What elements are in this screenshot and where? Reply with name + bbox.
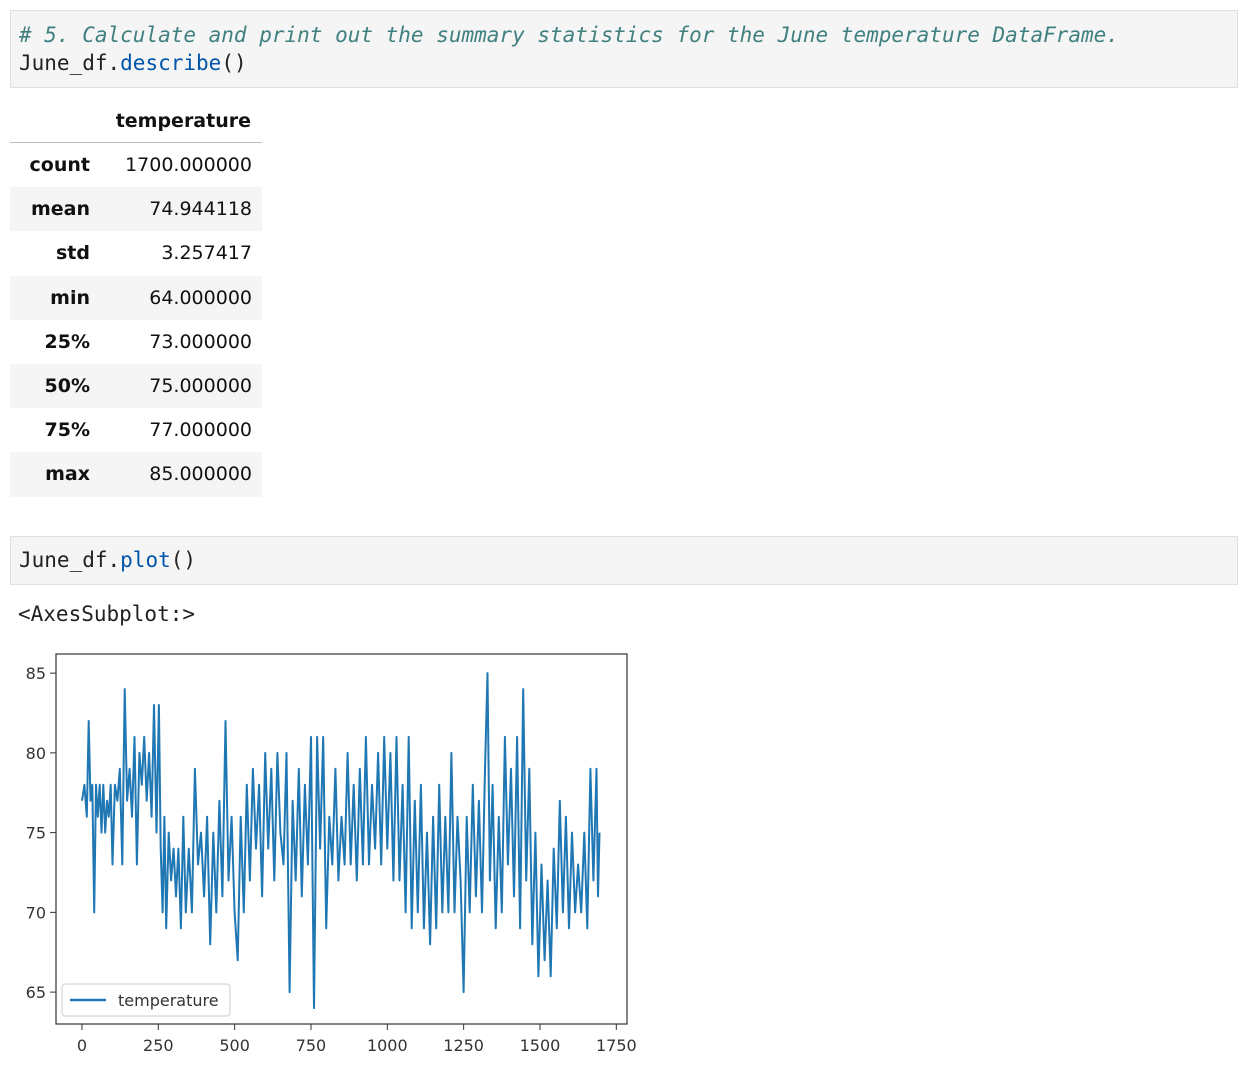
x-tick-label: 1250 (443, 1036, 484, 1055)
code-object: June_df. (19, 548, 121, 572)
x-tick-label: 750 (296, 1036, 327, 1055)
x-tick-label: 250 (143, 1036, 174, 1055)
legend-label: temperature (118, 991, 219, 1010)
column-header-temperature: temperature (100, 100, 262, 143)
x-tick-label: 1000 (367, 1036, 408, 1055)
code-cell-plot[interactable]: June_df.plot() (10, 536, 1238, 585)
row-value: 77.000000 (149, 419, 252, 442)
series-line-temperature (81, 672, 601, 1010)
y-tick-label: 75 (26, 824, 46, 843)
row-value: 1700.000000 (125, 154, 252, 177)
code-comment: # 5. Calculate and print out the summary… (19, 23, 1119, 47)
code-cell-describe[interactable]: # 5. Calculate and print out the summary… (10, 10, 1238, 88)
table-row: 50% 75.000000 (10, 363, 262, 409)
row-value: 3.257417 (161, 242, 252, 265)
code-parens: () (221, 51, 247, 75)
table-row: count 1700.000000 (10, 143, 262, 188)
x-tick-label: 0 (77, 1036, 87, 1055)
code-method: plot (120, 548, 171, 572)
y-tick-label: 85 (26, 664, 46, 683)
y-tick-label: 80 (26, 744, 46, 763)
table-row: min 64.000000 (10, 275, 262, 320)
row-label: min (50, 286, 90, 309)
row-label: 25% (44, 330, 90, 353)
table-row: std 3.257417 (10, 231, 262, 275)
code-object: June_df. (19, 51, 121, 75)
code-parens: () (170, 548, 197, 572)
table-row: max 85.000000 (10, 452, 262, 497)
legend-box (61, 983, 231, 1017)
table-row: 75% 77.000000 (10, 408, 262, 452)
code-method: describe (120, 51, 222, 75)
row-value: 85.000000 (149, 463, 252, 486)
row-value: 64.000000 (149, 286, 252, 309)
table-row: mean 74.944118 (10, 187, 262, 232)
row-value: 75.000000 (149, 375, 252, 398)
row-label: count (29, 154, 90, 177)
summary-statistics-table: temperature count 1700.000000 mean 74.94411… (10, 100, 262, 497)
table-corner (10, 100, 100, 143)
output-text: <AxesSubplot:> (18, 602, 196, 626)
x-tick-label: 1750 (596, 1036, 637, 1055)
legend: temperature (61, 983, 231, 1017)
y-tick-label: 65 (26, 983, 46, 1002)
table-row: 25% 73.000000 (10, 320, 262, 364)
table-header-row: temperature (10, 100, 262, 143)
row-value: 74.944118 (149, 198, 252, 221)
row-label: std (56, 242, 90, 265)
x-tick-label: 500 (219, 1036, 250, 1055)
row-label: 50% (44, 375, 90, 398)
row-label: max (45, 463, 90, 486)
x-tick-label: 1500 (520, 1036, 561, 1055)
row-label: mean (30, 198, 90, 221)
row-label: 75% (44, 419, 90, 442)
row-value: 73.000000 (149, 330, 252, 353)
plot-frame (55, 653, 628, 1025)
temperature-line-chart: 0 250 500 750 1000 1250 1500 1750 65 70 75 80 85 tem… (26, 653, 637, 1055)
y-tick-label: 70 (26, 903, 46, 922)
